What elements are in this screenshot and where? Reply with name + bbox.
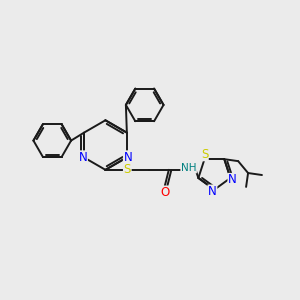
Text: NH: NH [181,163,197,173]
Text: O: O [160,186,170,199]
Text: S: S [124,163,131,176]
Text: N: N [208,185,217,198]
Text: N: N [124,151,132,164]
Text: N: N [228,173,237,187]
Text: S: S [201,148,208,161]
Text: N: N [79,151,87,164]
